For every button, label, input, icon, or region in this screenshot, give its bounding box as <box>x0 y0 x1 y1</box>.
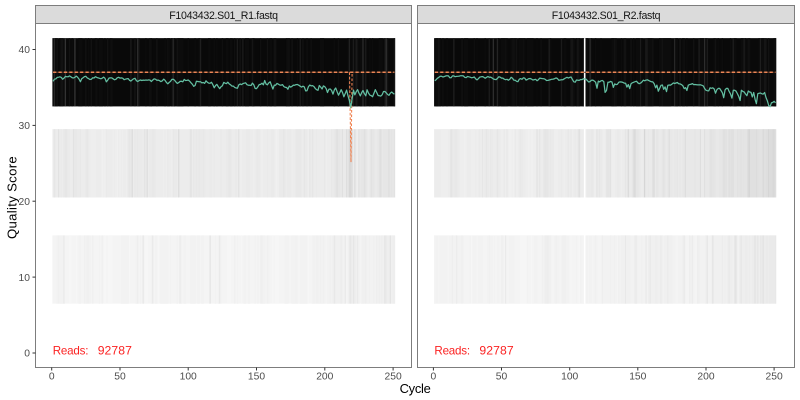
svg-text:Cycle: Cycle <box>400 381 431 396</box>
svg-text:250: 250 <box>766 372 783 383</box>
svg-text:0: 0 <box>431 372 437 383</box>
svg-text:150: 150 <box>629 372 646 383</box>
svg-text:92787: 92787 <box>479 343 513 357</box>
svg-text:100: 100 <box>180 372 197 383</box>
svg-text:20: 20 <box>19 197 31 208</box>
svg-text:40: 40 <box>19 45 31 56</box>
svg-text:30: 30 <box>19 121 31 132</box>
svg-text:Reads:: Reads: <box>434 344 470 357</box>
svg-text:Quality Score: Quality Score <box>5 156 20 239</box>
svg-text:150: 150 <box>248 372 265 383</box>
svg-text:0: 0 <box>49 372 55 383</box>
svg-text:F1043432.S01_R2.fastq: F1043432.S01_R2.fastq <box>552 10 661 22</box>
svg-text:200: 200 <box>697 372 714 383</box>
svg-text:F1043432.S01_R1.fastq: F1043432.S01_R1.fastq <box>169 10 278 22</box>
svg-text:250: 250 <box>385 372 402 383</box>
svg-text:92787: 92787 <box>98 343 132 357</box>
svg-text:50: 50 <box>114 372 126 383</box>
svg-text:Reads:: Reads: <box>53 344 89 357</box>
svg-text:100: 100 <box>561 372 578 383</box>
svg-text:0: 0 <box>24 349 30 360</box>
svg-text:200: 200 <box>316 372 333 383</box>
svg-text:10: 10 <box>19 273 31 284</box>
svg-text:50: 50 <box>496 372 508 383</box>
